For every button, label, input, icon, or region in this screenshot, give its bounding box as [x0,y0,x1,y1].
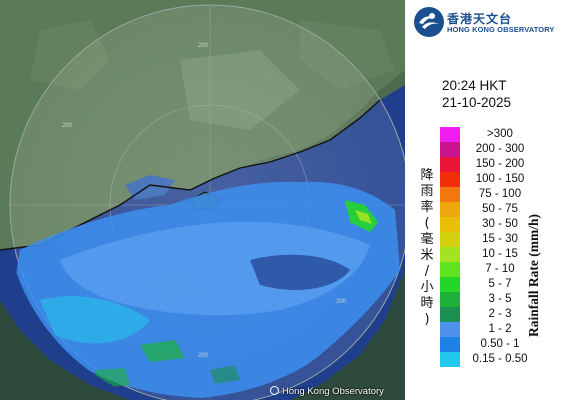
legend-swatch [440,337,460,352]
out-of-range-area [290,270,405,400]
light-rain-area [60,221,370,316]
legend-swatch [440,307,460,322]
copyright-icon [270,386,279,395]
legend-swatch [440,262,460,277]
legend-row: 0.50 - 1 [440,337,575,352]
rain-echoes [15,181,400,398]
legend-row: 150 - 200 [440,157,575,172]
legend-swatch [440,352,460,367]
legend-row: 2 - 3 [440,307,575,322]
legend-range-label: 3 - 5 [488,293,512,305]
out-of-range-area [0,300,130,400]
radar-map[interactable]: 200 200 200 200 Hong Kong Observatory [0,0,405,400]
moderate-rain-cell [140,340,185,362]
legend-swatch [440,232,460,247]
range-label: 200 [198,353,209,359]
legend-row: 30 - 50 [440,217,575,232]
range-label: 200 [198,43,209,49]
drizzle-area [40,296,150,344]
range-label: 200 [336,299,347,305]
moderate-rain-cell [355,210,372,224]
legend-range-label: 1 - 2 [488,323,512,335]
range-label: 200 [62,123,73,129]
legend-range-label: 0.15 - 0.50 [472,353,528,365]
legend-range-label: 5 - 7 [488,278,512,290]
legend-row: 10 - 15 [440,247,575,262]
moderate-rain-cell [210,365,240,384]
legend-range-label: 7 - 10 [485,263,515,275]
legend-panel: 香港天文台 HONG KONG OBSERVATORY 20:24 HKT 21… [405,0,577,400]
logo-text-zh: 香港天文台 [447,12,513,26]
legend-range-label: 200 - 300 [475,143,525,155]
legend-row: 75 - 100 [440,187,575,202]
radar-map-image: 200 200 200 200 [0,0,405,400]
legend-axis-label-zh: 降雨率(毫米 / 小時) [420,168,434,327]
legend-row: 200 - 300 [440,142,575,157]
report-time: 20:24 HKT [442,78,507,93]
legend-row: 100 - 150 [440,172,575,187]
coastline [0,99,381,251]
legend-row: >300 [440,127,575,142]
legend-swatch [440,127,460,142]
legend-row: 15 - 30 [440,232,575,247]
legend-range-label: 2 - 3 [488,308,512,320]
legend-swatch [440,247,460,262]
legend-swatch [440,187,460,202]
rainfall-legend: >300 200 - 300 150 - 200 100 - 150 75 - 100 5… [440,127,575,367]
copyright-text: Hong Kong Observatory [282,386,384,397]
legend-swatch [440,322,460,337]
legend-row: 7 - 10 [440,262,575,277]
legend-swatch [440,142,460,157]
legend-range-label: 150 - 200 [475,158,525,170]
clear-gap [250,254,350,290]
legend-range-label: >300 [487,128,513,140]
legend-range-label: 10 - 15 [482,248,518,260]
legend-row: 5 - 7 [440,277,575,292]
report-date: 21-10-2025 [442,95,512,110]
legend-swatch [440,277,460,292]
legend-range-label: 0.50 - 1 [480,338,520,350]
logo-text-en: HONG KONG OBSERVATORY [447,25,555,34]
legend-swatch [440,202,460,217]
legend-row: 50 - 75 [440,202,575,217]
legend-range-label: 15 - 30 [482,233,518,245]
hko-logo-icon [414,7,444,37]
legend-range-label: 100 - 150 [475,173,525,185]
legend-swatch [440,172,460,187]
legend-range-label: 75 - 100 [478,188,522,200]
legend-range-label: 30 - 50 [482,218,518,230]
legend-swatch [440,157,460,172]
legend-range-label: 50 - 75 [482,203,518,215]
copyright-notice: Hong Kong Observatory [270,386,384,397]
legend-row: 0.15 - 0.50 [440,352,575,367]
legend-row: 3 - 5 [440,292,575,307]
legend-swatch [440,217,460,232]
legend-swatch [440,292,460,307]
hko-logo[interactable]: 香港天文台 HONG KONG OBSERVATORY [413,6,573,38]
legend-row: 1 - 2 [440,322,575,337]
